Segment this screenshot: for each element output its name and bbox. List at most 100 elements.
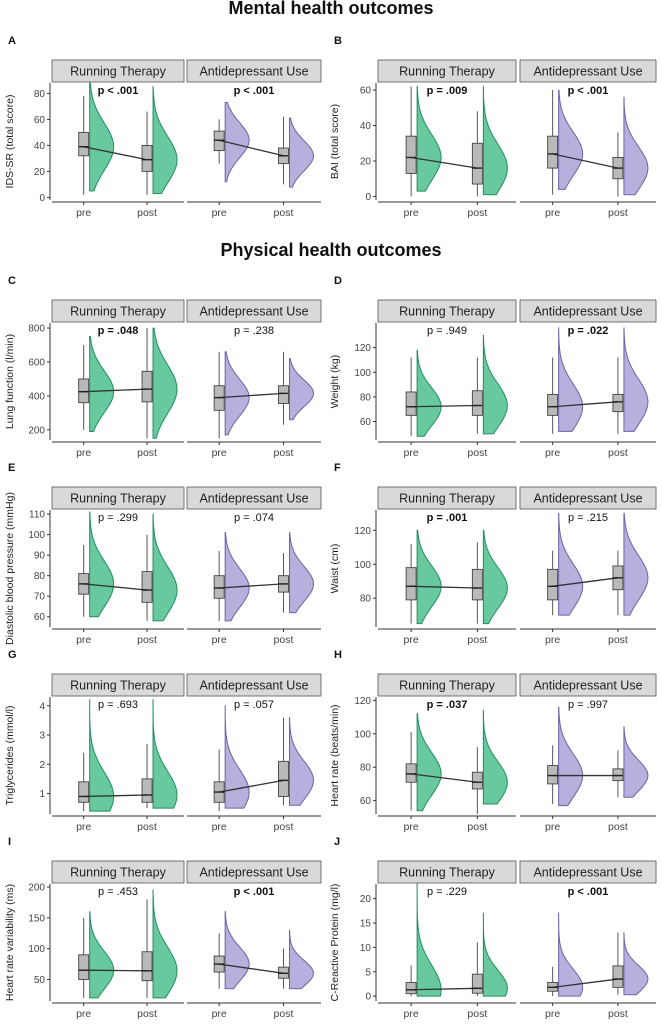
- x-tick-label: pre: [212, 207, 227, 219]
- x-tick-label: pre: [404, 634, 419, 646]
- box-post: [471, 568, 483, 601]
- violin-post: [152, 327, 178, 439]
- y-tick-label: 100: [354, 729, 371, 740]
- x-tick-label: pre: [545, 207, 560, 219]
- violin-pre: [89, 336, 115, 433]
- x-tick-label: post: [467, 1008, 487, 1020]
- facet-running-therapy: Running Therapy pre post p = .299: [51, 486, 185, 646]
- x-tick-label: pre: [212, 634, 227, 646]
- x-tick-label: post: [467, 447, 487, 459]
- p-value: p = .997: [568, 699, 608, 711]
- x-tick-label: post: [137, 447, 157, 459]
- y-axis-label: BAI (total score): [329, 104, 341, 179]
- x-tick-label: pre: [545, 634, 560, 646]
- facet-strip: [377, 860, 517, 884]
- facet-strip-label: Running Therapy: [70, 305, 166, 319]
- x-tick-label: post: [137, 207, 157, 219]
- y-tick-label: 60: [360, 417, 372, 428]
- facet-running-therapy: Running Therapy pre post p = .229: [377, 860, 517, 1020]
- violin-post: [623, 726, 649, 798]
- violin-post: [482, 529, 508, 625]
- facet-strip-label: Antidepressant Use: [533, 305, 642, 319]
- violin-post: [152, 86, 178, 194]
- y-axis-label: Heart rate variability (ms): [4, 884, 16, 1001]
- y-tick-label: 600: [28, 358, 45, 369]
- y-tick-label: 100: [28, 944, 45, 955]
- box-pre: [405, 391, 417, 416]
- p-value: p < .001: [568, 85, 609, 97]
- median-line: [411, 987, 478, 991]
- y-axis-label: Waist (cm): [329, 544, 341, 594]
- facet-antidepressant-use: Antidepressant Use pre post p < .001: [519, 860, 657, 1020]
- box-pre: [78, 378, 90, 404]
- y-tick-label: 100: [28, 530, 45, 541]
- section-title-physical: Physical health outcomes: [220, 240, 441, 260]
- facet-strip-label: Running Therapy: [70, 866, 166, 880]
- box-pre: [405, 135, 417, 174]
- violin-post: [623, 931, 649, 996]
- x-tick-label: post: [137, 634, 157, 646]
- violin-post: [623, 512, 649, 616]
- facet-strip: [51, 299, 185, 323]
- section-title-mental: Mental health outcomes: [228, 0, 433, 18]
- facet-antidepressant-use: Antidepressant Use pre post p = .022: [519, 299, 657, 459]
- violin-pre: [224, 704, 250, 809]
- facet-strip-label: Running Therapy: [399, 679, 495, 693]
- violin-post: [288, 716, 315, 806]
- facet-strip: [186, 673, 322, 697]
- x-tick-label: pre: [212, 447, 227, 459]
- y-tick-label: 60: [360, 86, 372, 97]
- facet-running-therapy: Running Therapy pre post p < .001: [51, 59, 185, 219]
- p-value: p = .048: [98, 325, 139, 337]
- facet-strip-label: Running Therapy: [70, 679, 166, 693]
- x-tick-label: pre: [212, 821, 227, 833]
- p-value: p = .022: [568, 325, 609, 337]
- facet-strip-label: Antidepressant Use: [533, 866, 642, 880]
- y-axis-label: Lung function (l/min): [4, 334, 16, 429]
- x-tick-label: pre: [545, 447, 560, 459]
- x-tick-label: pre: [545, 821, 560, 833]
- facet-strip: [377, 299, 517, 323]
- box-post: [471, 973, 483, 994]
- y-tick-label: 5: [365, 967, 371, 978]
- panel-B: B 0 20 40 60 BAI (total score) Running Therapy…: [329, 35, 657, 219]
- facet-running-therapy: Running Therapy pre post p = .048: [51, 299, 185, 459]
- x-tick-label: post: [137, 821, 157, 833]
- facet-strip: [186, 299, 322, 323]
- median-line: [83, 388, 148, 393]
- y-tick-label: 4: [39, 701, 45, 712]
- panel-letter: E: [8, 462, 15, 474]
- y-axis-label: Diastolic blood pressure (mmHg): [4, 492, 16, 645]
- facet-running-therapy: Running Therapy pre post p = .949: [377, 299, 517, 459]
- box-post: [141, 778, 153, 803]
- y-tick-label: 15: [360, 919, 372, 930]
- x-tick-label: pre: [404, 821, 419, 833]
- x-tick-label: pre: [404, 207, 419, 219]
- x-tick-label: post: [274, 821, 294, 833]
- panel-H: H 60 80 100 120 Heart rate (beats/min) Running…: [329, 649, 657, 833]
- x-tick-label: post: [274, 207, 294, 219]
- x-tick-label: pre: [76, 207, 91, 219]
- y-tick-label: 80: [360, 392, 372, 403]
- median-line: [552, 978, 619, 988]
- violin-pre: [224, 911, 250, 990]
- x-tick-label: post: [608, 821, 628, 833]
- panel-letter: H: [334, 649, 342, 661]
- median-line: [411, 773, 478, 783]
- box-pre: [547, 568, 559, 601]
- panel-letter: D: [334, 275, 342, 287]
- facet-strip: [186, 860, 322, 884]
- p-value: p = .074: [234, 512, 274, 524]
- x-tick-label: post: [274, 447, 294, 459]
- y-tick-label: 40: [34, 141, 46, 152]
- violin-pre: [558, 911, 584, 997]
- median-line: [411, 404, 478, 408]
- facet-strip-label: Antidepressant Use: [199, 305, 308, 319]
- violin-pre: [416, 85, 442, 192]
- violin-post: [152, 698, 178, 809]
- panel-A: A 0 20 40 60 80 IDS-SR (total score) Running Th…: [4, 35, 322, 219]
- violin-post: [482, 709, 508, 805]
- violin-pre: [416, 349, 442, 437]
- violin-pre: [558, 89, 584, 190]
- x-tick-label: post: [467, 207, 487, 219]
